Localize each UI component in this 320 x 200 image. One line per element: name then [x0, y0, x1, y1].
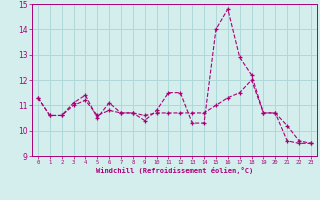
X-axis label: Windchill (Refroidissement éolien,°C): Windchill (Refroidissement éolien,°C) — [96, 167, 253, 174]
